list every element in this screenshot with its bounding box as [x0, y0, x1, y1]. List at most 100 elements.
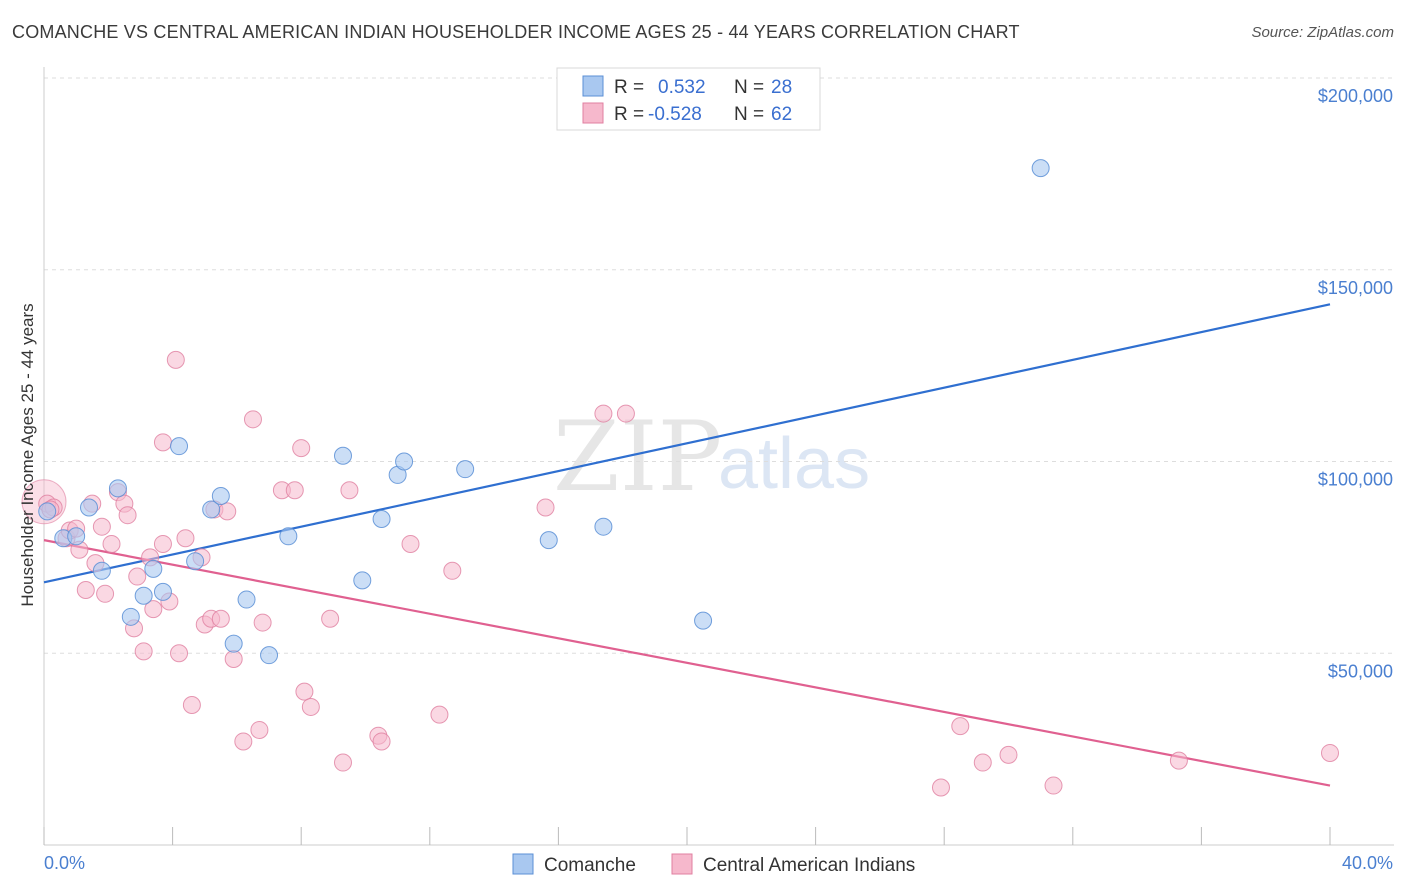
point-cai-49 [443, 561, 462, 580]
point-cai-56 [999, 745, 1018, 764]
point-comanche-18 [333, 446, 352, 465]
legend-r-value-1: 0.532 [658, 77, 706, 98]
watermark-atlas: atlas [718, 424, 870, 504]
point-cai-33 [234, 732, 253, 751]
bottom-legend-swatch-comanche [512, 853, 534, 875]
point-cai-43 [333, 753, 352, 772]
source-label: Source: ZipAtlas.com [1251, 24, 1394, 41]
point-cai-20 [153, 534, 172, 553]
point-cai-9 [96, 584, 115, 603]
y-tick-label-200000: $200,000 [1318, 86, 1393, 106]
bottom-legend-swatch-cai [671, 853, 693, 875]
point-comanche-17 [279, 527, 298, 546]
point-comanche-12 [202, 500, 221, 519]
point-cai-23 [170, 644, 189, 663]
point-comanche-20 [372, 510, 391, 529]
legend-n-value-1: 28 [771, 77, 792, 98]
point-cai-46 [372, 732, 391, 751]
point-cai-41 [301, 697, 320, 716]
gridlines [44, 77, 1394, 654]
legend-n-value-2: 62 [771, 104, 792, 125]
point-cai-58 [1169, 751, 1188, 770]
trendlines [43, 303, 1331, 787]
point-cai-36 [253, 613, 272, 632]
legend-swatch-comanche [582, 75, 604, 97]
legend-r-label-1: R = [614, 77, 644, 98]
point-cai-51 [594, 404, 613, 423]
point-cai-5 [76, 580, 95, 599]
point-comanche-3 [80, 498, 99, 517]
point-cai-18 [144, 600, 163, 619]
y-tick-label-150000: $150,000 [1318, 278, 1393, 298]
point-comanche-7 [134, 586, 153, 605]
point-cai-40 [295, 682, 314, 701]
point-comanche-16 [260, 646, 279, 665]
point-cai-15 [128, 567, 147, 586]
point-comanche-11 [186, 552, 205, 571]
point-comanche-27 [1031, 159, 1050, 178]
trendline-comanche [43, 303, 1331, 584]
point-cai-24 [176, 529, 195, 548]
point-cai-47 [401, 534, 420, 553]
watermark: ZIP atlas [553, 401, 870, 513]
legend-n-label-2: N = [734, 104, 764, 125]
y-axis-label: Householder Income Ages 25 - 44 years [18, 303, 37, 606]
point-cai-59 [1321, 743, 1339, 762]
legend-r-label-2: R = [614, 104, 644, 125]
y-tick-label-100000: $100,000 [1318, 470, 1393, 490]
point-cai-38 [285, 481, 304, 500]
point-comanche-5 [108, 479, 127, 498]
watermark-zip: ZIP [553, 401, 722, 513]
point-cai-35 [250, 720, 269, 739]
point-cai-53 [951, 717, 970, 736]
legend-swatch-cai [582, 102, 604, 124]
point-cai-32 [224, 650, 243, 669]
point-comanche-13 [211, 487, 230, 506]
point-comanche-23 [456, 460, 475, 479]
point-cai-16 [134, 642, 153, 661]
point-cai-48 [430, 705, 449, 724]
point-cai-25 [182, 696, 201, 715]
point-comanche-2 [67, 527, 86, 546]
point-cai-13 [118, 506, 137, 525]
point-cai-19 [153, 433, 172, 452]
point-cai-10 [102, 534, 121, 553]
chart-title: COMANCHE VS CENTRAL AMERICAN INDIAN HOUS… [12, 22, 1020, 42]
point-cai-50 [536, 498, 555, 517]
point-comanche-24 [539, 531, 558, 550]
point-cai-30 [211, 609, 230, 628]
point-comanche-4 [92, 561, 111, 580]
point-comanche-10 [170, 437, 189, 456]
point-comanche-0 [38, 502, 57, 521]
point-comanche-19 [353, 571, 372, 590]
legend-n-label-1: N = [734, 77, 764, 98]
point-cai-39 [292, 439, 311, 458]
legend-r-value-2: -0.528 [648, 104, 702, 125]
point-comanche-8 [144, 559, 163, 578]
point-cai-57 [1044, 776, 1063, 795]
point-comanche-6 [121, 607, 140, 626]
point-cai-34 [243, 410, 262, 429]
bottom-legend-comanche: Comanche [544, 855, 636, 876]
point-comanche-14 [224, 634, 243, 653]
point-cai-8 [92, 517, 111, 536]
point-comanche-25 [594, 517, 613, 536]
point-comanche-26 [694, 611, 713, 630]
bottom-legend: Comanche Central American Indians [512, 853, 915, 876]
point-cai-31 [218, 502, 237, 521]
y-tick-label-50000: $50,000 [1328, 661, 1393, 681]
x-tick-label-min: 0.0% [44, 853, 85, 873]
point-cai-22 [166, 350, 185, 369]
point-comanche-9 [153, 582, 172, 601]
bottom-legend-cai: Central American Indians [703, 855, 915, 876]
point-cai-52 [616, 404, 635, 423]
point-cai-42 [321, 609, 340, 628]
trendline-cai [43, 539, 1331, 787]
point-cai-55 [973, 753, 992, 772]
point-comanche-15 [237, 590, 256, 609]
point-cai-44 [340, 481, 359, 500]
x-tick-label-max: 40.0% [1342, 853, 1393, 873]
axes [43, 67, 1394, 846]
legend: R = 0.532 N = 28 R = -0.528 N = 62 [556, 67, 821, 131]
